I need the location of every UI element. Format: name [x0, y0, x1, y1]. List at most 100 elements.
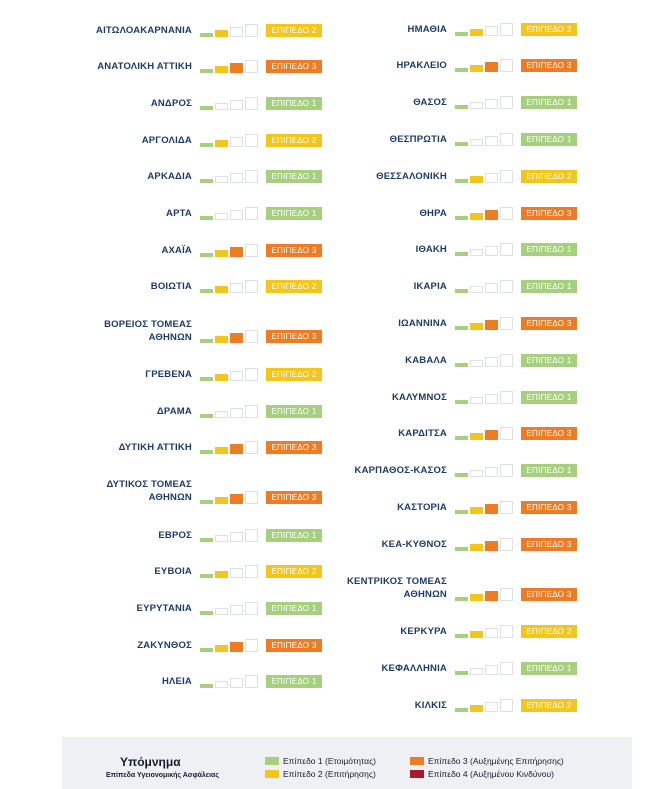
- region-name-line: ΑΡΓΟΛΙΔΑ: [141, 134, 192, 146]
- region-name: ΗΜΑΘΙΑ: [257, 23, 447, 36]
- level-bar: [485, 590, 498, 601]
- region-name-line: ΑΡΤΑ: [166, 208, 192, 219]
- level-bar: [215, 644, 228, 652]
- level-bar: [485, 246, 498, 257]
- level-bar: [485, 503, 498, 514]
- level-bar: [455, 509, 468, 514]
- region-name-line: ΘΑΣΟΣ: [413, 97, 447, 109]
- level-badge: ΕΠΙΠΕΔΟ 2: [266, 367, 322, 381]
- legend-label: Επίπεδο 1 (Ετοιμότητας): [283, 756, 377, 766]
- region-name: ΚΕΑ-ΚΥΘΝΟΣ: [257, 538, 447, 551]
- level-bar: [470, 470, 483, 478]
- region-name-line: ΑΘΗΝΩΝ: [403, 589, 447, 600]
- level-bar: [455, 399, 468, 404]
- region-name: ΔΡΑΜΑ: [2, 405, 192, 418]
- level-badge: ΕΠΙΠΕΔΟ 1: [521, 280, 577, 294]
- level-bar: [200, 32, 213, 37]
- level-bar: [470, 286, 483, 294]
- region-name-line: ΚΑΒΑΛΑ: [405, 354, 447, 366]
- region-name: ΑΡΤΑ: [2, 207, 192, 220]
- level-bar: [200, 105, 213, 110]
- level-bar: [230, 568, 243, 579]
- level-bar: [500, 662, 513, 676]
- region-name-line: ΘΕΣΣΑΛΟΝΙΚΗ: [376, 170, 447, 182]
- level-bar: [485, 99, 498, 110]
- level-bar: [470, 65, 483, 73]
- level-bar: [455, 596, 468, 601]
- level-badge: ΕΠΙΠΕΔΟ 3: [266, 330, 322, 344]
- region-name: ΕΥΡΥΤΑΝΙΑ: [2, 602, 192, 615]
- level-badge: ΕΠΙΠΕΔΟ 3: [266, 638, 322, 652]
- region-name: ΘΕΣΣΑΛΟΝΙΚΗ: [257, 170, 447, 183]
- level-badge: ΕΠΙΠΕΔΟ 3: [521, 537, 577, 551]
- level-bar: [485, 319, 498, 330]
- legend-swatch: [410, 757, 424, 765]
- level-bar: [230, 407, 243, 418]
- level-bar: [230, 63, 243, 74]
- level-bar: [200, 647, 213, 652]
- level-badge: ΕΠΙΠΕΔΟ 1: [266, 404, 322, 418]
- level-bar: [470, 506, 483, 514]
- level-bar: [485, 283, 498, 294]
- legend-swatch: [410, 770, 424, 778]
- level-bar: [500, 22, 513, 36]
- region-name-line: ΔΥΤΙΚΗ ΑΤΤΙΚΗ: [118, 442, 192, 454]
- level-bar: [485, 467, 498, 478]
- level-bar: [215, 249, 228, 257]
- level-bar: [200, 252, 213, 257]
- level-bar: [215, 336, 228, 344]
- region-name: ΚΑΛΥΜΝΟΣ: [257, 391, 447, 404]
- level-bar: [455, 473, 468, 478]
- level-bar: [200, 450, 213, 455]
- level-bar: [455, 31, 468, 36]
- level-bar: [215, 29, 228, 37]
- legend-swatch: [265, 757, 279, 765]
- region-name-line: ΚΙΛΚΙΣ: [414, 699, 447, 711]
- region-name: ΑΝΑΤΟΛΙΚΗ ΑΤΤΙΚΗ: [2, 60, 192, 73]
- level-bar: [485, 665, 498, 676]
- level-badge: ΕΠΙΠΕΔΟ 3: [521, 427, 577, 441]
- level-badge: ΕΠΙΠΕΔΟ 1: [521, 464, 577, 478]
- level-bar: [470, 631, 483, 639]
- level-bar: [215, 447, 228, 455]
- level-bar: [230, 210, 243, 220]
- region-name-line: ΗΛΕΙΑ: [161, 676, 192, 688]
- level-bar: [245, 330, 258, 344]
- level-bar: [230, 173, 243, 184]
- region-name-line: ΚΕΦΑΛΛΗΝΙΑ: [381, 663, 447, 675]
- level-bar: [200, 216, 213, 220]
- level-bar: [500, 243, 513, 257]
- legend: Υπόμνημα Επίπεδα Υγειονομικής Ασφάλειας …: [62, 737, 632, 789]
- region-name-line: ΙΘΑΚΗ: [415, 244, 447, 256]
- region-name: ΗΡΑΚΛΕΙΟ: [257, 59, 447, 72]
- region-name-line: ΗΜΑΘΙΑ: [407, 23, 447, 35]
- region-name: ΒΟΙΩΤΙΑ: [2, 280, 192, 293]
- level-bar: [470, 704, 483, 712]
- region-name: ΑΡΚΑΔΙΑ: [2, 170, 192, 183]
- level-bar: [455, 671, 468, 676]
- level-bar: [485, 628, 498, 639]
- level-bar: [245, 207, 258, 220]
- level-bar: [470, 212, 483, 220]
- level-bar: [455, 325, 468, 330]
- level-bar: [200, 339, 213, 344]
- region-name-line: ΓΡΕΒΕΝΑ: [145, 368, 192, 380]
- level-bar: [470, 28, 483, 36]
- level-bar: [200, 611, 213, 615]
- region-name: ΖΑΚΥΝΘΟΣ: [2, 639, 192, 652]
- level-bar: [230, 370, 243, 381]
- level-bar: [245, 280, 258, 294]
- level-bar: [500, 59, 513, 73]
- level-bar: [500, 537, 513, 551]
- legend-title: Υπόμνημα: [120, 755, 181, 769]
- level-bar: [485, 430, 498, 441]
- region-name-line: ΚΕΑ-ΚΥΘΝΟΣ: [381, 538, 447, 550]
- region-name-line: ΒΟΡΕΙΟΣ ΤΟΜΕΑΣ: [104, 318, 192, 330]
- level-badge: ΕΠΙΠΕΔΟ 3: [266, 441, 322, 455]
- region-name-line: ΒΟΙΩΤΙΑ: [150, 281, 192, 293]
- level-bar: [455, 215, 468, 220]
- region-name-line: ΘΕΣΠΡΩΤΙΑ: [389, 133, 447, 145]
- level-bar: [245, 638, 258, 652]
- level-badge: ΕΠΙΠΕΔΟ 2: [521, 698, 577, 712]
